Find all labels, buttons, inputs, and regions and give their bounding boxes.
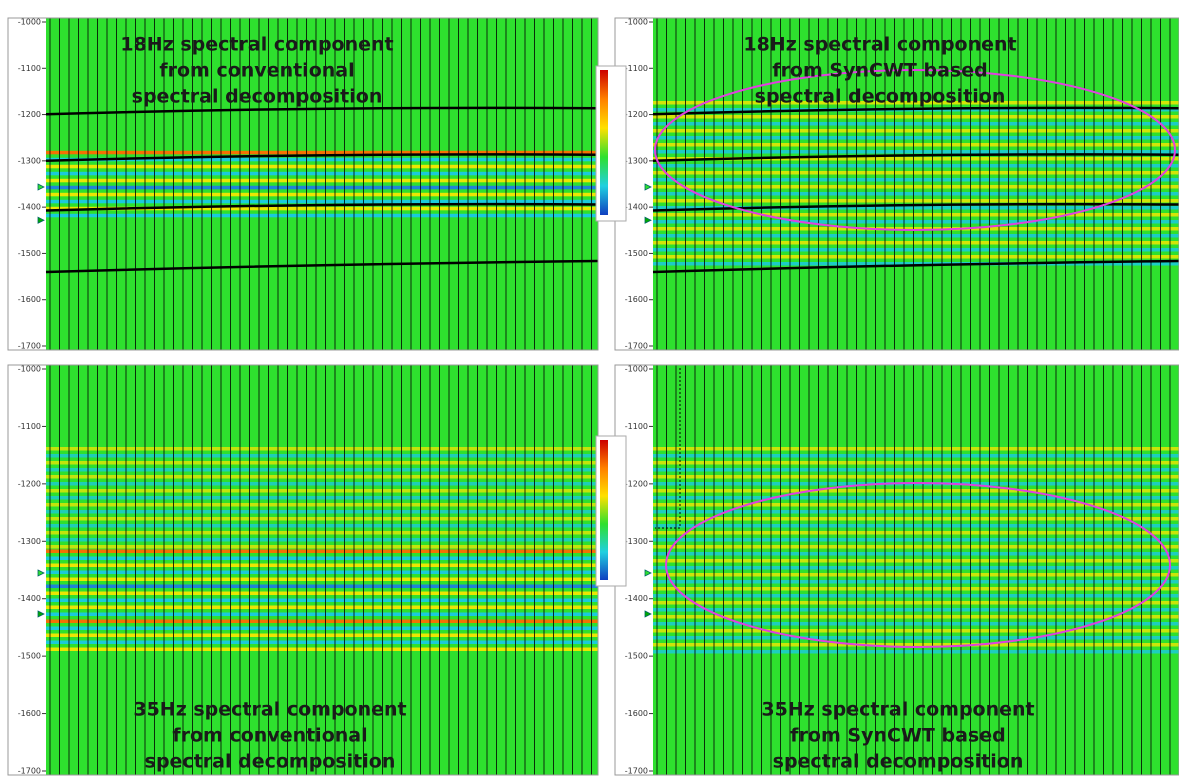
amplitude-band <box>653 461 1179 465</box>
panel-title: spectral decomposition <box>773 751 1024 773</box>
y-tick-label: -1300 <box>625 537 648 546</box>
panel-title: 35Hz spectral component <box>133 699 406 721</box>
amplitude-band <box>653 545 1179 549</box>
amplitude-band <box>653 636 1179 640</box>
amplitude-band <box>653 559 1179 563</box>
amplitude-band <box>653 496 1179 500</box>
y-tick-label: -1600 <box>625 295 648 304</box>
y-tick-label: -1200 <box>18 479 41 488</box>
amplitude-band <box>653 475 1179 479</box>
amplitude-band <box>653 199 1179 203</box>
amplitude-band <box>653 185 1179 189</box>
y-tick-label: -1500 <box>625 249 648 258</box>
amplitude-band <box>653 143 1179 147</box>
y-tick-label: -1700 <box>625 342 648 351</box>
amplitude-band <box>653 489 1179 493</box>
y-tick-label: -1500 <box>18 652 41 661</box>
amplitude-band <box>653 503 1179 507</box>
panel-title: spectral decomposition <box>145 751 396 773</box>
y-tick-label: -1300 <box>18 537 41 546</box>
amplitude-band <box>653 531 1179 535</box>
amplitude-band <box>653 552 1179 556</box>
y-tick-label: -1700 <box>18 342 41 351</box>
y-tick-label: -1400 <box>625 203 648 212</box>
y-tick-label: -1600 <box>18 709 41 718</box>
amplitude-band <box>653 594 1179 598</box>
amplitude-band <box>653 629 1179 633</box>
panel-title: from SynCWT based <box>790 725 1005 747</box>
amplitude-band <box>653 601 1179 605</box>
amplitude-band <box>653 164 1179 168</box>
amplitude-band <box>653 538 1179 542</box>
y-tick-label: -1100 <box>18 64 41 73</box>
amplitude-band <box>653 129 1179 133</box>
amplitude-band <box>653 115 1179 119</box>
y-tick-label: -1500 <box>625 652 648 661</box>
y-tick-label: -1400 <box>625 594 648 603</box>
y-tick-label: -1200 <box>18 110 41 119</box>
panel-title: 18Hz spectral component <box>743 34 1016 56</box>
amplitude-band <box>653 136 1179 140</box>
y-tick-label: -1200 <box>625 110 648 119</box>
y-tick-label: -1200 <box>625 479 648 488</box>
amplitude-band <box>653 241 1179 245</box>
y-tick-label: -1400 <box>18 594 41 603</box>
y-tick-label: -1700 <box>18 767 41 776</box>
amplitude-band <box>653 213 1179 217</box>
y-tick-label: -1100 <box>18 422 41 431</box>
amplitude-band <box>653 517 1179 521</box>
y-tick-label: -1500 <box>18 249 41 258</box>
y-tick-label: -1000 <box>625 365 648 374</box>
y-tick-label: -1100 <box>625 64 648 73</box>
y-tick-label: -1100 <box>625 422 648 431</box>
amplitude-band <box>653 615 1179 619</box>
y-tick-label: -1600 <box>625 709 648 718</box>
colorbar <box>600 440 608 580</box>
y-tick-label: -1600 <box>18 295 41 304</box>
amplitude-band <box>653 643 1179 647</box>
panel-title: spectral decomposition <box>755 86 1006 108</box>
amplitude-band <box>653 447 1179 451</box>
amplitude-band <box>653 566 1179 570</box>
y-tick-label: -1300 <box>18 156 41 165</box>
amplitude-band <box>653 220 1179 224</box>
amplitude-band <box>653 255 1179 259</box>
amplitude-band <box>653 580 1179 584</box>
amplitude-band <box>653 178 1179 182</box>
y-tick-label: -1000 <box>625 18 648 27</box>
amplitude-band <box>653 234 1179 238</box>
y-tick-label: -1000 <box>18 18 41 27</box>
amplitude-band <box>653 122 1179 126</box>
amplitude-band <box>653 248 1179 252</box>
amplitude-band <box>653 608 1179 612</box>
panel-title: 18Hz spectral component <box>120 34 393 56</box>
panel-title: from SynCWT based <box>772 60 987 82</box>
y-tick-label: -1300 <box>625 156 648 165</box>
panel-title: 35Hz spectral component <box>761 699 1034 721</box>
amplitude-band <box>653 171 1179 175</box>
amplitude-band <box>653 573 1179 577</box>
amplitude-band <box>653 192 1179 196</box>
colorbar <box>600 70 608 215</box>
y-tick-label: -1700 <box>625 767 648 776</box>
y-tick-label: -1400 <box>18 203 41 212</box>
panel-title: from conventional <box>159 60 354 82</box>
amplitude-band <box>653 468 1179 472</box>
amplitude-band <box>653 650 1179 654</box>
figure: -1000 -1100 -1200 -1300 -1400 -1500 -1600 -1700… <box>0 0 1179 781</box>
amplitude-band <box>653 454 1179 458</box>
y-tick-label: -1000 <box>18 365 41 374</box>
amplitude-band <box>653 150 1179 154</box>
panel-title: spectral decomposition <box>132 86 383 108</box>
amplitude-band <box>653 587 1179 591</box>
panel-title: from conventional <box>172 725 367 747</box>
amplitude-band <box>653 524 1179 528</box>
